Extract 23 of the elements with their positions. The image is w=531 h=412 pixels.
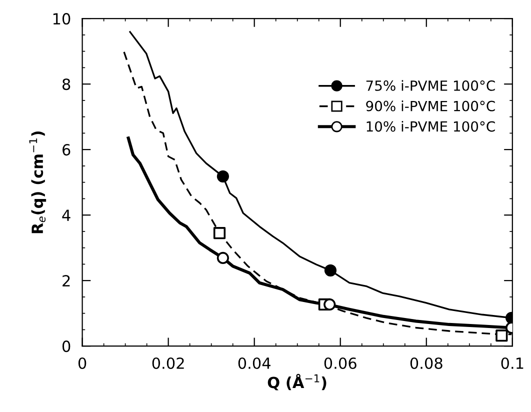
point <box>496 330 508 342</box>
legend-label: 90% i-PVME 100°C <box>366 100 495 112</box>
x-tick-label: 0.06 <box>324 357 356 370</box>
legend-label: 10% i-PVME 100°C <box>366 120 495 132</box>
x-tick-label: 0.08 <box>410 357 442 370</box>
point <box>213 227 226 240</box>
y-axis-title: R$_{e}$(q) (cm$^{−1}$) <box>29 131 46 234</box>
y-tick-label: 10 <box>53 13 70 25</box>
y-tick-label: 0 <box>62 340 70 352</box>
point <box>216 170 230 182</box>
x-axis-title: Q (Å$^{−1}$) <box>268 374 326 390</box>
y-tick-label: 4 <box>62 210 70 221</box>
x-tick-label: 0.02 <box>152 357 184 370</box>
x-tick-label: 0 <box>78 357 86 370</box>
x-tick-label: 0.1 <box>501 357 524 370</box>
x-tick-label: 0.04 <box>238 357 270 370</box>
point <box>324 298 336 311</box>
y-tick-label: 2 <box>62 275 70 286</box>
y-tick-label: 8 <box>62 78 70 90</box>
point <box>324 264 337 276</box>
legend-label: 75% i-PVME 100°C <box>366 80 495 91</box>
y-tick-label: 6 <box>62 144 70 156</box>
point <box>216 252 230 264</box>
